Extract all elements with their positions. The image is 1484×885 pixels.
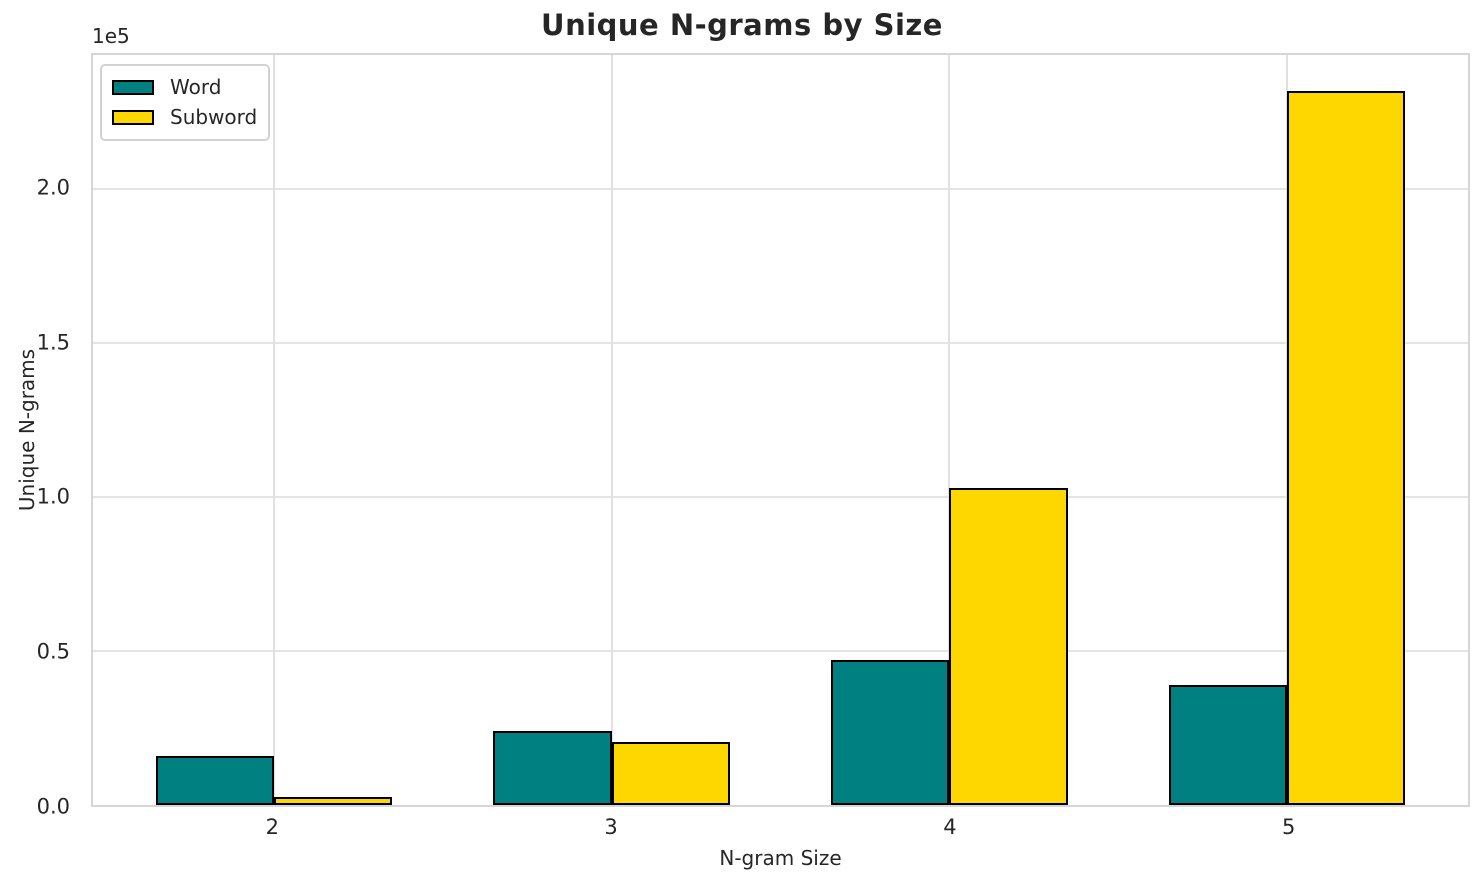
gridline-horizontal [93, 496, 1468, 499]
legend-label-subword: Subword [170, 105, 258, 129]
gridline-vertical [948, 55, 951, 805]
ytick-label: 0.0 [36, 794, 70, 819]
bar-word-5 [1169, 684, 1288, 805]
legend-label-word: Word [170, 75, 222, 99]
bar-subword-3 [611, 741, 730, 805]
ytick-label: 0.5 [36, 639, 70, 664]
ytick-label: 1.0 [36, 484, 70, 509]
y-tick-labels: 0.0 0.5 1.0 1.5 2.0 [0, 53, 80, 818]
legend-swatch-subword [112, 109, 154, 125]
xtick-label: 4 [943, 815, 957, 839]
gridline-vertical [272, 55, 275, 805]
xtick-label: 2 [265, 815, 279, 839]
chart-title: Unique N-grams by Size [541, 8, 943, 42]
gridline-horizontal [93, 188, 1468, 191]
x-axis-label: N-gram Size [719, 846, 842, 870]
ytick-label: 1.5 [36, 330, 70, 355]
legend: Word Subword [100, 64, 271, 141]
bar-subword-4 [949, 487, 1068, 805]
bar-subword-5 [1287, 90, 1406, 805]
bar-word-4 [831, 660, 950, 805]
x-tick-labels: 2 3 4 5 [91, 815, 1470, 843]
gridline-horizontal [93, 342, 1468, 345]
legend-item-subword: Subword [112, 105, 257, 129]
xtick-label: 5 [1282, 815, 1296, 839]
y-axis-offset-label: 1e5 [92, 24, 130, 48]
bar-subword-2 [273, 797, 392, 805]
ytick-label: 2.0 [36, 175, 70, 200]
bar-word-3 [493, 731, 612, 805]
legend-swatch-word [112, 79, 154, 95]
legend-item-word: Word [112, 75, 257, 99]
bar-word-2 [155, 755, 274, 805]
gridline-vertical [610, 55, 613, 805]
plot-area [91, 53, 1470, 807]
xtick-label: 3 [604, 815, 618, 839]
gridline-horizontal [93, 650, 1468, 653]
